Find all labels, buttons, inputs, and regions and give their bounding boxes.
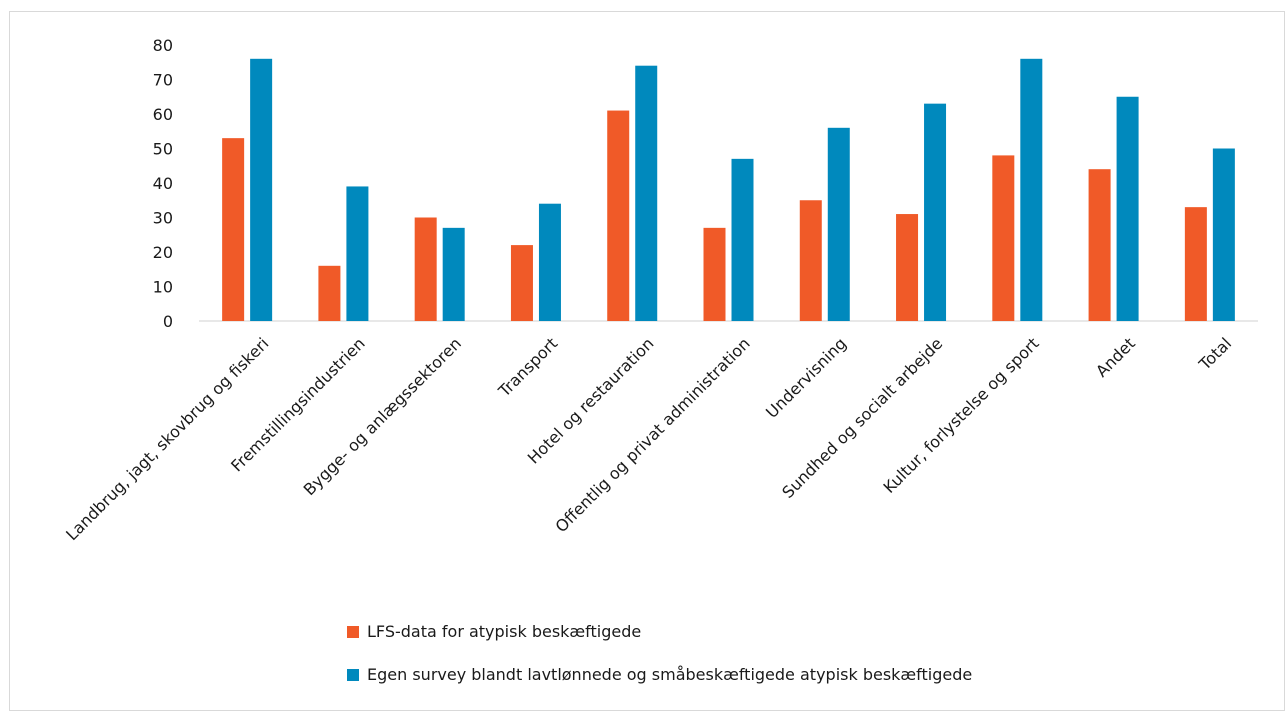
bar-survey xyxy=(1212,148,1235,321)
y-tick-label: 60 xyxy=(153,105,173,124)
bar-lfs xyxy=(1184,207,1207,321)
bar-survey xyxy=(346,186,369,321)
y-tick-label: 30 xyxy=(153,209,173,228)
y-tick-label: 70 xyxy=(153,71,173,90)
bar-lfs xyxy=(1088,169,1111,321)
x-category-label: Total xyxy=(1195,334,1236,375)
bar-survey xyxy=(442,227,465,321)
legend-swatch-lfs xyxy=(347,625,359,638)
x-category-label: Andet xyxy=(1092,334,1139,381)
x-category-label: Sundhed og socialt arbejde xyxy=(778,334,946,502)
y-tick-label: 10 xyxy=(153,278,173,297)
x-category-label: Bygge- og anlægssektoren xyxy=(300,334,465,499)
bar-survey xyxy=(827,127,850,321)
bar-lfs xyxy=(992,155,1015,321)
y-tick-label: 20 xyxy=(153,243,173,262)
x-category-label: Transport xyxy=(494,334,561,401)
y-tick-label: 80 xyxy=(153,36,173,55)
bar-lfs xyxy=(222,138,245,321)
bar-survey xyxy=(538,203,561,321)
bars xyxy=(222,58,1235,322)
bar-lfs xyxy=(607,110,630,321)
bar-lfs xyxy=(510,245,533,321)
bar-survey xyxy=(1116,96,1139,321)
y-tick-label: 50 xyxy=(153,140,173,159)
bar-lfs xyxy=(318,265,341,321)
bar-survey xyxy=(635,65,658,321)
x-category-label: Offentlig og privat administration xyxy=(552,334,754,536)
bar-survey xyxy=(1020,58,1043,322)
bar-lfs xyxy=(799,200,822,321)
bar-survey xyxy=(250,58,273,322)
bar-lfs xyxy=(896,214,919,321)
x-category-label: Kultur, forlystelse og sport xyxy=(880,334,1043,497)
bar-survey xyxy=(731,158,754,321)
bar-lfs xyxy=(414,217,437,321)
legend-swatch-survey xyxy=(347,668,359,681)
y-tick-label: 0 xyxy=(163,312,173,331)
bar-survey xyxy=(924,103,947,322)
y-axis: 0 10 20 30 40 50 60 70 80 xyxy=(153,36,173,331)
x-category-label: Undervisning xyxy=(762,334,850,422)
bar-lfs xyxy=(703,227,726,321)
legend-label-survey: Egen survey blandt lavtlønnede og småbes… xyxy=(367,665,973,684)
x-category-label: Landbrug, jagt, skovbrug og fiskeri xyxy=(62,334,272,544)
legend-item-lfs: LFS-data for atypisk beskæftigede xyxy=(347,622,641,641)
x-axis-labels: Landbrug, jagt, skovbrug og fiskeriFrems… xyxy=(62,334,1235,544)
legend-label-lfs: LFS-data for atypisk beskæftigede xyxy=(367,622,642,641)
legend-item-survey: Egen survey blandt lavtlønnede og småbes… xyxy=(347,665,972,684)
y-tick-label: 40 xyxy=(153,174,173,193)
